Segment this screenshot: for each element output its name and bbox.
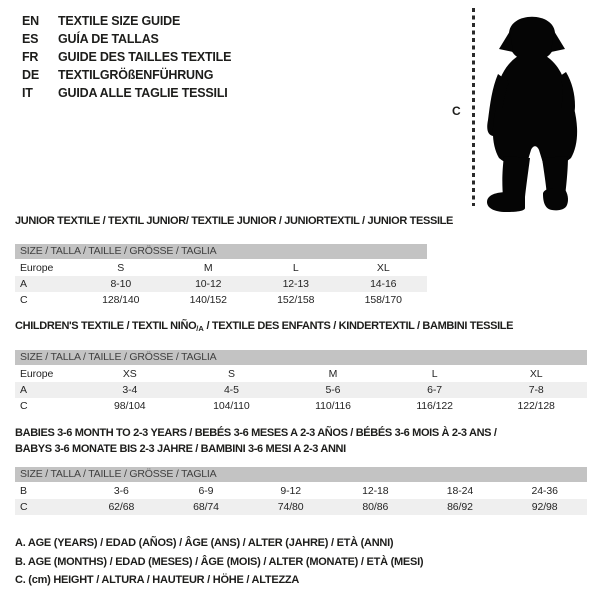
children-table-section: CHILDREN'S TEXTILE / TEXTIL NIÑO/A / TEX… [15, 320, 587, 414]
language-guide-title: GUÍA DE TALLAS [58, 32, 159, 46]
table-row: Europe XS S M L XL [15, 366, 587, 383]
row-label-cell: B [20, 485, 27, 497]
value-cell: 62/68 [108, 501, 135, 513]
children-size-table: SIZE / TALLA / TAILLE / GRÖSSE / TAGLIA E… [15, 350, 587, 414]
value-cell: 5-6 [325, 384, 341, 396]
value-cell: 158/170 [364, 294, 402, 306]
language-row: EN TEXTILE SIZE GUIDE [22, 12, 231, 30]
size-header-row: SIZE / TALLA / TAILLE / GRÖSSE / TAGLIA [15, 467, 587, 483]
value-cell: 68/74 [193, 501, 219, 513]
language-guide-title: TEXTILGRÖßENFÜHRUNG [58, 68, 214, 82]
language-row: DE TEXTILGRÖßENFÜHRUNG [22, 66, 231, 84]
height-measure-dashed-line [472, 8, 475, 206]
size-header-cell: SIZE / TALLA / TAILLE / GRÖSSE / TAGLIA [15, 467, 587, 483]
value-cell: 98/104 [114, 400, 146, 412]
junior-size-table: SIZE / TALLA / TAILLE / GRÖSSE / TAGLIA E… [15, 244, 427, 308]
language-code: IT [22, 86, 33, 100]
row-label-cell: A [20, 384, 27, 396]
value-cell: 104/110 [213, 400, 250, 412]
value-cell: 10-12 [195, 278, 222, 290]
value-cell: 6-7 [427, 384, 443, 396]
value-cell: 128/140 [102, 294, 140, 306]
value-cell: 9-12 [280, 485, 301, 497]
size-header-row: SIZE / TALLA / TAILLE / GRÖSSE / TAGLIA [15, 350, 587, 366]
babies-table-section: BABIES 3-6 MONTH TO 2-3 YEARS / BEBÉS 3-… [15, 425, 587, 515]
value-cell: 74/80 [277, 501, 304, 513]
value-cell: 140/152 [189, 294, 227, 306]
value-cell: 7-8 [528, 384, 544, 396]
value-cell: 86/92 [447, 501, 473, 513]
value-cell: 80/86 [362, 501, 389, 513]
legend-line: C. (cm) HEIGHT / ALTURA / HAUTEUR / HÖHE… [15, 574, 300, 586]
value-cell: 6-9 [198, 485, 214, 497]
table-row: C 98/104 104/110 110/116 116/122 122/128 [15, 398, 587, 414]
babies-title-line1: BABIES 3-6 MONTH TO 2-3 YEARS / BEBÉS 3-… [15, 427, 497, 439]
value-cell: 152/158 [277, 294, 315, 306]
language-row: FR GUIDE DES TAILLES TEXTILE [22, 48, 231, 66]
value-cell: 3-6 [113, 485, 129, 497]
table-row: C 62/68 68/74 74/80 80/86 86/92 92/98 [15, 499, 587, 515]
value-cell: 24-36 [531, 485, 558, 497]
language-code: FR [22, 50, 39, 64]
row-label-cell: A [20, 278, 27, 290]
value-cell: 3-4 [122, 384, 138, 396]
table-row: Europe S M L XL [15, 260, 427, 277]
language-row: IT GUIDA ALLE TAGLIE TESSILI [22, 84, 231, 102]
value-cell: S [227, 368, 235, 380]
children-table-title: CHILDREN'S TEXTILE / TEXTIL NIÑO/A / TEX… [15, 320, 587, 335]
value-cell: 110/116 [315, 400, 351, 412]
babies-title-line2: BABYS 3-6 MONATE BIS 2-3 JAHRE / BAMBINI… [15, 443, 346, 455]
language-title-list: EN TEXTILE SIZE GUIDE ES GUÍA DE TALLAS FR GU… [22, 12, 231, 102]
table-row: A 8-10 10-12 12-13 14-16 [15, 276, 427, 292]
value-cell: XL [376, 262, 390, 274]
value-cell: 12-13 [282, 278, 309, 290]
value-cell: 14-16 [370, 278, 397, 290]
value-cell: L [431, 368, 438, 380]
size-header-cell: SIZE / TALLA / TAILLE / GRÖSSE / TAGLIA [15, 350, 587, 366]
junior-table-section: JUNIOR TEXTILE / TEXTIL JUNIOR/ TEXTILE … [15, 215, 454, 308]
babies-size-table: SIZE / TALLA / TAILLE / GRÖSSE / TAGLIA B… [15, 467, 587, 515]
value-cell: 92/98 [531, 501, 558, 513]
children-title-subscript: /A [196, 324, 204, 333]
children-title-post: / TEXTILE DES ENFANTS / KINDERTEXTIL / B… [203, 320, 514, 332]
value-cell: M [328, 368, 338, 380]
language-row: ES GUÍA DE TALLAS [22, 30, 231, 48]
row-label-cell: C [20, 294, 28, 306]
value-cell: XS [122, 368, 137, 380]
value-cell: XL [529, 368, 543, 380]
language-code: DE [22, 68, 39, 82]
size-header-cell: SIZE / TALLA / TAILLE / GRÖSSE / TAGLIA [15, 244, 427, 260]
value-cell: 12-18 [362, 485, 389, 497]
row-label-cell: Europe [20, 262, 54, 274]
value-cell: 4-5 [223, 384, 239, 396]
language-code: EN [22, 14, 39, 28]
size-header-row: SIZE / TALLA / TAILLE / GRÖSSE / TAGLIA [15, 244, 427, 260]
height-measure-label: C [452, 104, 461, 118]
row-label-cell: C [20, 400, 28, 412]
row-label-cell: C [20, 501, 28, 513]
table-row: C 128/140 140/152 152/158 158/170 [15, 292, 427, 308]
value-cell: 8-10 [110, 278, 132, 290]
measure-legend: A. AGE (YEARS) / EDAD (AÑOS) / ÂGE (ANS)… [15, 534, 424, 590]
children-title-pre: CHILDREN'S TEXTILE / TEXTIL NIÑO [15, 320, 197, 332]
language-guide-title: GUIDA ALLE TAGLIE TESSILI [58, 86, 228, 100]
row-label-cell: Europe [20, 368, 54, 380]
language-code: ES [22, 32, 39, 46]
value-cell: 116/122 [416, 400, 453, 412]
value-cell: L [292, 262, 299, 274]
junior-table-title: JUNIOR TEXTILE / TEXTIL JUNIOR/ TEXTILE … [15, 215, 454, 227]
value-cell: M [203, 262, 213, 274]
legend-line: A. AGE (YEARS) / EDAD (AÑOS) / ÂGE (ANS)… [15, 537, 394, 549]
legend-line: B. AGE (MONTHS) / EDAD (MESES) / ÂGE (MO… [15, 555, 424, 568]
table-row: A 3-4 4-5 5-6 6-7 7-8 [15, 382, 587, 398]
toddler-silhouette-icon [487, 16, 578, 212]
value-cell: 18-24 [446, 485, 474, 497]
language-guide-title: TEXTILE SIZE GUIDE [58, 14, 181, 28]
table-row: B 3-6 6-9 9-12 12-18 18-24 24-36 [15, 483, 587, 500]
language-guide-title: GUIDE DES TAILLES TEXTILE [58, 50, 232, 64]
babies-table-title: BABIES 3-6 MONTH TO 2-3 YEARS / BEBÉS 3-… [15, 425, 587, 457]
value-cell: S [117, 262, 125, 274]
value-cell: 122/128 [517, 400, 555, 412]
